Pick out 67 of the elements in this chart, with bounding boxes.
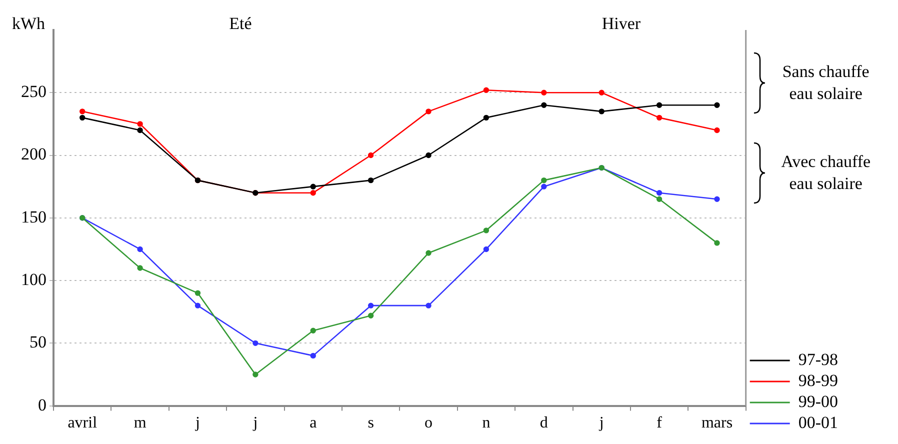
point [310, 328, 316, 334]
point [79, 108, 86, 114]
legend-label: 00-01 [798, 412, 838, 432]
point [541, 90, 547, 96]
y-tick-label: 50 [30, 332, 46, 352]
point [252, 340, 258, 346]
point [310, 190, 316, 196]
point [137, 265, 143, 271]
point [310, 184, 316, 190]
x-tick-label: j [252, 414, 258, 432]
point [310, 352, 316, 359]
point [368, 302, 374, 308]
x-tick-label: j [194, 414, 200, 432]
point [656, 196, 662, 202]
point [79, 114, 86, 121]
point [368, 177, 374, 184]
x-tick-label: j [598, 414, 604, 432]
point [598, 90, 604, 96]
x-tick-label: d [540, 414, 548, 432]
x-tick-label: m [134, 414, 147, 432]
annotation: Eté [229, 14, 252, 33]
point [252, 372, 258, 378]
point [483, 87, 490, 93]
point [426, 250, 432, 256]
text: Sans chauffe eau solaire [781, 60, 870, 105]
point [714, 127, 720, 134]
y-tick-label: 0 [38, 395, 46, 414]
y-tick-label: 250 [21, 82, 46, 102]
y-tick-label: 200 [21, 144, 46, 164]
point [714, 196, 720, 202]
legend-label: 98-99 [798, 370, 838, 390]
point [598, 108, 604, 114]
point [426, 152, 432, 158]
point [137, 121, 143, 127]
annotation: Hiver [602, 14, 641, 33]
x-tick-label: mars [701, 414, 733, 432]
y-axis-title: kWh [12, 14, 46, 33]
x-tick-label: n [482, 414, 490, 432]
x-tick-label: f [656, 414, 663, 432]
point [656, 102, 662, 108]
x-tick-label: avril [68, 414, 98, 432]
point [714, 240, 720, 246]
legend-label: 97-98 [798, 350, 838, 369]
point [368, 312, 374, 318]
point [426, 108, 432, 114]
point [137, 127, 143, 134]
point [656, 114, 662, 121]
point [483, 246, 490, 252]
point [714, 102, 720, 108]
point [194, 290, 201, 296]
x-tick-label: s [368, 414, 374, 432]
point [541, 102, 547, 108]
x-tick-label: a [310, 414, 317, 432]
y-tick-label: 100 [21, 270, 46, 289]
point [656, 190, 662, 196]
point [483, 114, 490, 121]
point [541, 184, 547, 190]
point [426, 302, 432, 308]
legend-label: 99-00 [798, 392, 838, 411]
point [483, 228, 490, 234]
point [368, 152, 374, 158]
text: Avec chauffe eau solaire [780, 150, 872, 195]
y-tick-label: 150 [21, 207, 46, 226]
point [137, 246, 143, 252]
x-tick-label: o [424, 414, 433, 432]
point [194, 302, 201, 308]
point [541, 177, 547, 184]
